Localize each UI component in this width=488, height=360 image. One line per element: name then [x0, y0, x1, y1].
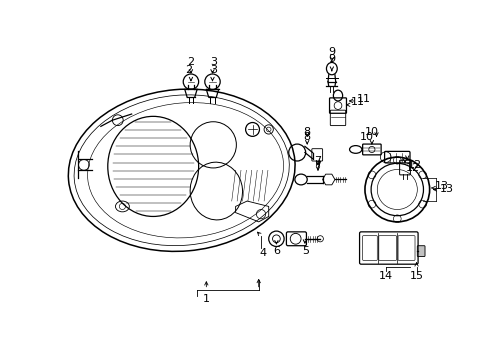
Text: 13: 13	[434, 181, 448, 191]
Text: 10: 10	[364, 127, 378, 137]
Text: 2: 2	[184, 65, 192, 75]
Text: 12: 12	[407, 160, 421, 170]
Text: 13: 13	[439, 184, 453, 194]
Text: 3: 3	[210, 58, 217, 67]
Text: 11: 11	[350, 98, 365, 108]
Text: 4: 4	[259, 248, 265, 258]
Text: 1: 1	[203, 294, 209, 304]
Text: 2: 2	[187, 58, 194, 67]
Text: 12: 12	[405, 163, 419, 173]
Text: 8: 8	[303, 127, 310, 137]
Text: 15: 15	[409, 271, 423, 281]
Text: 9: 9	[327, 54, 335, 64]
Text: 7: 7	[314, 156, 321, 166]
Text: 14: 14	[378, 271, 392, 281]
Text: 6: 6	[272, 246, 279, 256]
Text: 7: 7	[314, 161, 321, 171]
Text: 8: 8	[303, 132, 310, 142]
Text: 9: 9	[327, 48, 335, 58]
Text: 5: 5	[302, 246, 308, 256]
Text: 11: 11	[356, 94, 370, 104]
Text: 3: 3	[210, 65, 217, 75]
Text: 10: 10	[360, 132, 373, 142]
